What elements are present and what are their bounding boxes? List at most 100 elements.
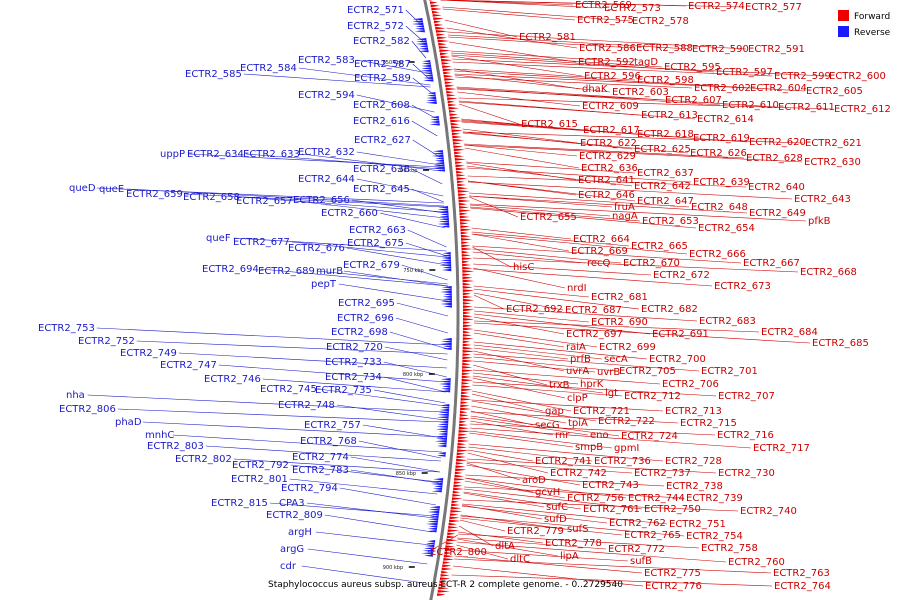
- forward-gene-label: ECTR2_598: [637, 75, 694, 86]
- reverse-gene-arrow: [423, 79, 434, 82]
- forward-connector: [470, 207, 697, 229]
- forward-gene-label: smpB: [575, 442, 603, 453]
- forward-gene-label: ECTR2_779: [507, 526, 564, 537]
- reverse-connector: [401, 264, 448, 281]
- reverse-connector: [294, 200, 445, 219]
- forward-gene-arrow: [457, 190, 470, 193]
- reverse-gene-arrow: [441, 300, 452, 303]
- forward-gene-arrow: [451, 497, 463, 500]
- forward-connector: [466, 461, 633, 474]
- forward-gene-arrow: [439, 580, 447, 584]
- reverse-gene-label: ECTR2_584: [240, 63, 297, 74]
- reverse-gene-arrow: [441, 286, 452, 289]
- reverse-gene-arrow: [436, 435, 448, 438]
- reverse-connector: [307, 548, 428, 565]
- forward-gene-arrow: [449, 516, 460, 520]
- forward-connector: [473, 322, 811, 344]
- reverse-connector: [343, 270, 448, 287]
- reverse-gene-arrow: [442, 347, 452, 350]
- forward-gene-label: ECTR2_776: [645, 581, 702, 592]
- forward-gene-arrow: [448, 526, 459, 529]
- forward-gene-arrow: [435, 26, 446, 30]
- reverse-gene-label: ECTR2_745: [260, 384, 317, 395]
- forward-gene-arrow: [432, 14, 442, 17]
- legend-forward-label: Forward: [854, 12, 890, 22]
- reverse-gene-arrow: [437, 442, 447, 445]
- forward-gene-label: sufD: [544, 514, 567, 525]
- reverse-gene-arrow: [418, 47, 429, 50]
- forward-gene-arrow: [447, 532, 456, 536]
- reverse-gene-arrow: [439, 380, 451, 383]
- reverse-gene-arrow: [439, 418, 449, 421]
- forward-gene-label: gcvH: [535, 487, 560, 498]
- forward-connector: [473, 288, 640, 310]
- forward-gene-arrow: [453, 481, 462, 484]
- forward-connector: [447, 31, 747, 50]
- reverse-gene-label: ECTR2_689: [258, 266, 315, 277]
- forward-gene-arrow: [438, 583, 448, 587]
- forward-gene-arrow: [451, 132, 461, 136]
- forward-connector: [451, 55, 583, 77]
- forward-gene-arrow: [437, 36, 448, 40]
- reverse-gene-arrow: [429, 506, 440, 509]
- reverse-connector: [411, 120, 438, 137]
- forward-gene-label: ECTR2_728: [665, 456, 722, 467]
- reverse-connector: [316, 270, 448, 285]
- reverse-connector: [379, 212, 446, 229]
- forward-connector: [473, 306, 698, 322]
- forward-gene-arrow: [462, 273, 472, 276]
- forward-connector: [470, 415, 620, 437]
- forward-gene-arrow: [461, 375, 472, 379]
- forward-connector: [459, 103, 520, 125]
- reverse-gene-arrow: [414, 30, 425, 33]
- reverse-gene-arrow: [440, 340, 452, 343]
- forward-connector: [470, 411, 679, 424]
- reverse-gene-arrow: [441, 254, 451, 257]
- forward-gene-label: ECTR2_577: [745, 2, 802, 13]
- forward-gene-arrow: [445, 545, 455, 548]
- reverse-gene-arrow: [436, 425, 448, 428]
- forward-gene-arrow: [459, 410, 468, 414]
- forward-gene-label: ECTR2_724: [621, 431, 678, 442]
- reverse-gene-arrow: [428, 508, 440, 511]
- forward-gene-label: ECTR2_641: [578, 175, 635, 186]
- forward-gene-arrow: [462, 340, 470, 344]
- forward-gene-arrow: [447, 97, 458, 100]
- tick-label: 750 kbp: [403, 268, 423, 274]
- forward-gene-label: ECTR2_622: [580, 138, 637, 149]
- forward-gene-arrow: [457, 186, 468, 190]
- forward-gene-label: ECTR2_754: [686, 531, 743, 542]
- forward-connector: [469, 430, 613, 449]
- reverse-gene-label: ECTR2_752: [78, 336, 135, 347]
- reverse-gene-label: ECTR2_572: [347, 21, 404, 32]
- forward-gene-label: ECTR2_750: [644, 504, 701, 515]
- forward-gene-label: ECTR2_739: [686, 493, 743, 504]
- reverse-connector: [411, 40, 427, 59]
- forward-gene-arrow: [450, 122, 460, 126]
- forward-gene-label: fruA: [614, 202, 635, 213]
- reverse-gene-arrow: [440, 302, 452, 306]
- forward-connector: [452, 58, 828, 77]
- forward-gene-arrow: [458, 426, 470, 430]
- reverse-gene-arrow: [433, 164, 445, 167]
- forward-gene-arrow: [449, 113, 459, 116]
- forward-gene-label: ECTR2_721: [573, 406, 630, 417]
- reverse-gene-arrow: [439, 408, 450, 412]
- reverse-gene-arrow: [427, 527, 437, 530]
- reverse-gene-arrow: [422, 60, 431, 63]
- forward-gene-arrow: [459, 212, 468, 216]
- forward-gene-label: ECTR2_669: [571, 246, 628, 257]
- reverse-gene-label: ECTR2_608: [353, 100, 410, 111]
- forward-gene-label: ECTR2_581: [519, 32, 576, 43]
- forward-connector: [467, 180, 636, 202]
- reverse-gene-label: ECTR2_675: [347, 238, 404, 249]
- forward-connector: [470, 423, 716, 436]
- reverse-gene-arrow: [438, 382, 451, 386]
- reverse-connector: [389, 331, 448, 350]
- reverse-connector: [315, 531, 431, 546]
- forward-gene-label: dltC: [510, 554, 530, 565]
- forward-gene-arrow: [460, 407, 471, 411]
- forward-gene-label: ECTR2_612: [834, 104, 891, 115]
- forward-gene-arrow: [462, 321, 471, 324]
